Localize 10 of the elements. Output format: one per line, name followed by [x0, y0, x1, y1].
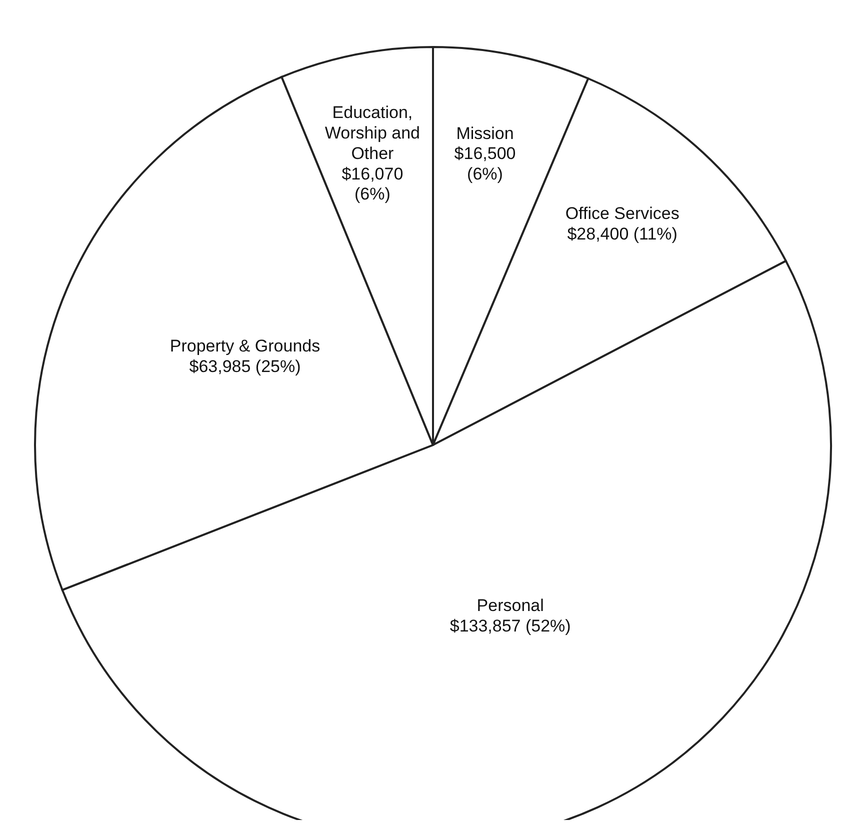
- data-label: $28,400 (11%): [567, 224, 678, 244]
- slice-label: Education, Worship and Other: [324, 103, 420, 163]
- data-label: $133,857 (52%): [450, 616, 571, 636]
- data-label: $16,070 (6%): [342, 164, 404, 204]
- data-label: $16,500 (6%): [454, 144, 516, 184]
- slice-label: Personal: [476, 596, 544, 615]
- data-label: $63,985 (25%): [189, 356, 301, 376]
- slice-label: Mission: [456, 124, 514, 143]
- slice-label: Property & Grounds: [170, 336, 320, 356]
- slice-label: Office Services: [565, 204, 680, 224]
